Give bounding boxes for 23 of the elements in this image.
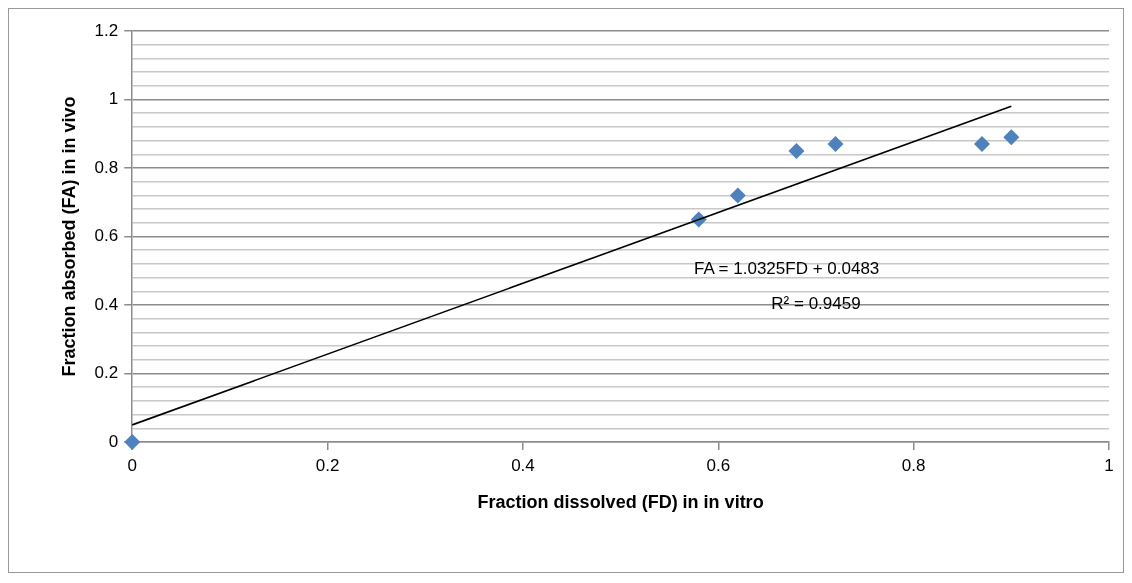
x-tick-label: 1 [1104,455,1114,475]
y-tick-label: 1 [108,89,119,109]
y-tick-label: 0 [108,431,119,451]
point [1003,129,1020,146]
y-tick-label: 0.6 [94,226,119,246]
x-tick-label: 0.6 [706,455,731,475]
y-tick-label: 0.4 [94,294,119,314]
x-tick-label: 0.2 [315,455,340,475]
point [974,136,991,153]
x-tick-label: 0 [127,455,137,475]
point [729,187,746,204]
point [827,136,844,153]
annotation: R² = 0.9459 [771,294,861,313]
annotation: FA = 1.0325FD + 0.0483 [694,259,880,279]
x-tick-label: 0.4 [511,455,535,475]
point [124,434,141,450]
y-tick-label: 1.2 [94,20,119,40]
x-tick-label: 0.8 [901,455,926,475]
x-axis-title: Fraction dissolved (FD) in in vitro [477,492,764,513]
point [788,142,805,159]
y-axis-title: Fraction absorbed (FA) in in vivo [58,96,79,377]
y-tick-label: 0.2 [94,363,119,383]
y-tick-label: 0.8 [94,157,119,177]
